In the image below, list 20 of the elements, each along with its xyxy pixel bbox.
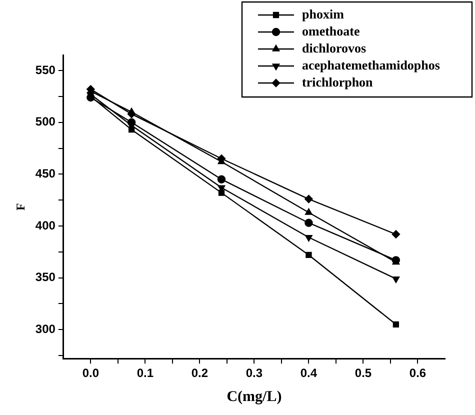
x-tick-label: 0.3	[246, 366, 263, 380]
y-tick-label: 550	[35, 62, 56, 77]
x-tick-label: 0.0	[82, 366, 100, 380]
legend-label: phoxim	[302, 6, 344, 22]
legend-label: omethoate	[302, 23, 360, 38]
y-tick-label: 300	[35, 322, 56, 336]
y-tick-label: 350	[35, 270, 56, 284]
y-tick-label: 450	[35, 166, 56, 180]
x-tick-label: 0.4	[300, 366, 318, 380]
y-tick-label: 500	[35, 114, 56, 129]
x-tick-label: 0.1	[136, 366, 154, 380]
legend-label: acephatemethamidophos	[302, 57, 440, 72]
x-tick-label: 0.2	[191, 366, 208, 380]
legend-label: dichlorovos	[302, 40, 366, 56]
x-tick-label: 0.6	[409, 366, 426, 380]
x-axis-title: C(mg/L)	[226, 388, 282, 405]
legend-label: trichlorphon	[302, 74, 374, 90]
y-axis-title: F	[13, 203, 28, 210]
x-tick-label: 0.5	[354, 366, 372, 380]
y-tick-label: 400	[35, 218, 56, 232]
